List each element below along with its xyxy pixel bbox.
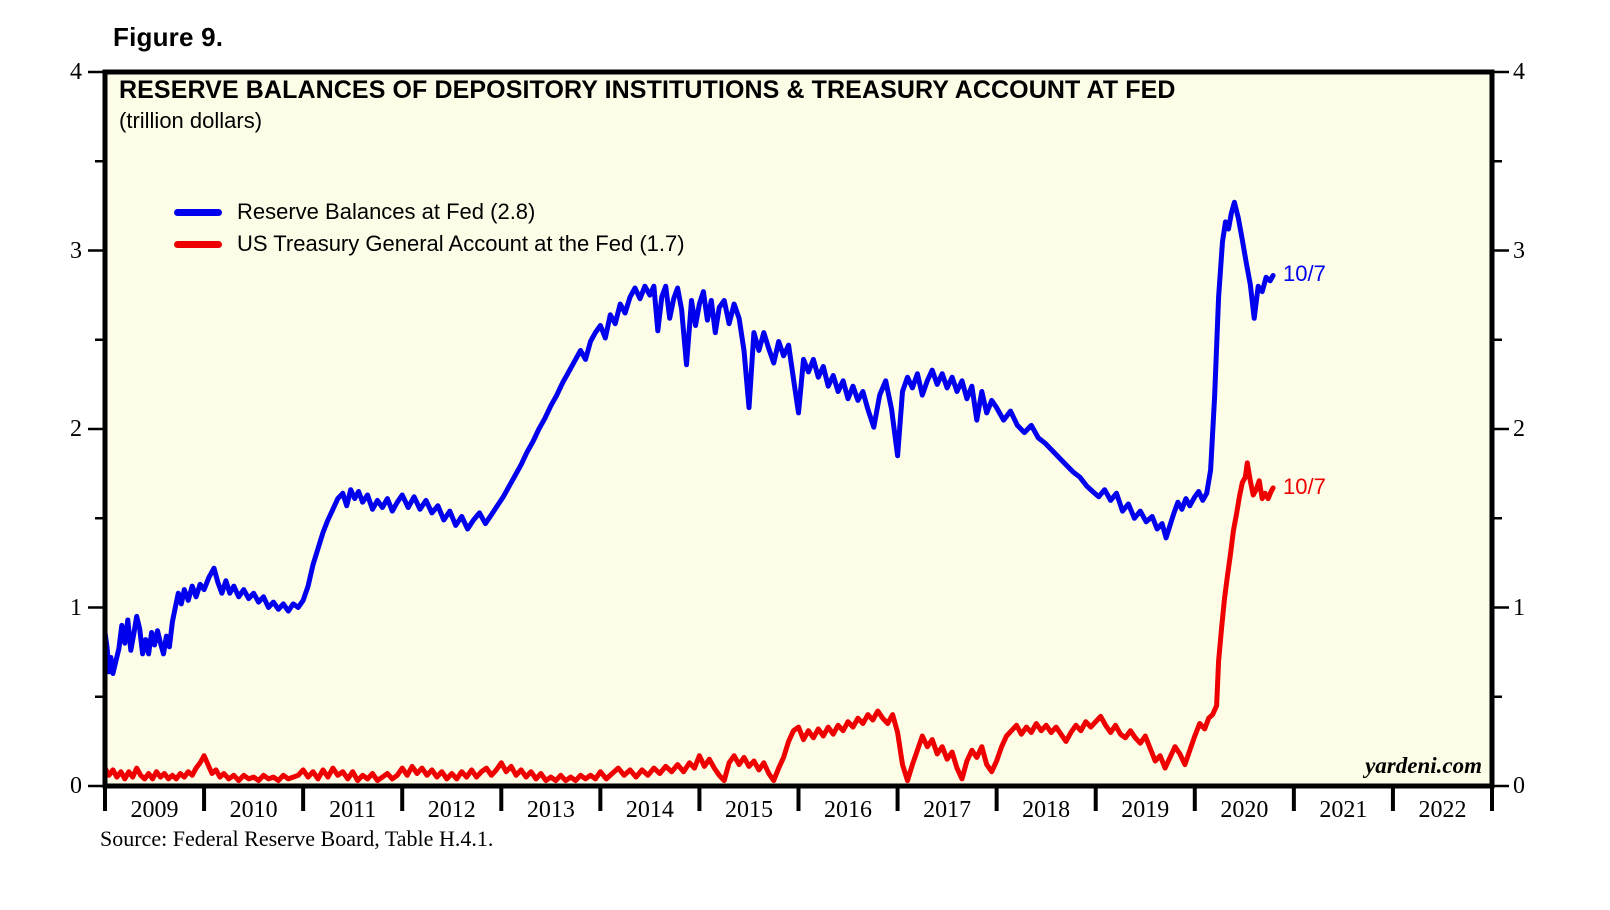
y-tick-label-left: 1 bbox=[70, 594, 82, 621]
chart-title: RESERVE BALANCES OF DEPOSITORY INSTITUTI… bbox=[119, 76, 1176, 104]
legend-label: US Treasury General Account at the Fed (… bbox=[237, 231, 685, 256]
legend-swatch-red-line bbox=[174, 240, 222, 248]
series-line-1 bbox=[102, 460, 1276, 784]
x-tick-label-year: 2014 bbox=[625, 797, 674, 823]
x-tick-label-year: 2016 bbox=[824, 797, 873, 823]
x-tick-label-year: 2013 bbox=[526, 797, 575, 823]
y-tick-label-right: 0 bbox=[1513, 773, 1525, 799]
x-tick-label-year: 2015 bbox=[724, 797, 773, 823]
x-tick-label-year: 2021 bbox=[1319, 797, 1368, 823]
x-tick-label-year: 2012 bbox=[427, 797, 476, 823]
legend-swatch-blue-line bbox=[174, 208, 222, 216]
y-tick-label-right: 2 bbox=[1513, 416, 1525, 442]
series-line-0 bbox=[102, 199, 1276, 676]
x-tick-label-year: 2017 bbox=[923, 797, 972, 823]
chart-title-block: RESERVE BALANCES OF DEPOSITORY INSTITUTI… bbox=[119, 76, 1176, 134]
source-note: Source: Federal Reserve Board, Table H.4… bbox=[100, 826, 494, 851]
watermark: yardeni.com bbox=[1365, 753, 1482, 778]
plot-frame bbox=[102, 69, 1495, 789]
y-tick-label-left: 2 bbox=[70, 416, 82, 442]
figure-label: Figure 9. bbox=[113, 22, 224, 52]
x-tick-label-year: 2018 bbox=[1022, 797, 1071, 823]
legend: Reserve Balances at Fed (2.8) US Treasur… bbox=[174, 196, 685, 260]
y-tick-label-right: 3 bbox=[1513, 237, 1525, 264]
legend-item-treasury-account: US Treasury General Account at the Fed (… bbox=[174, 228, 685, 260]
chart-subtitle: (trillion dollars) bbox=[119, 108, 263, 133]
annotation-last-date-red: 10/7 bbox=[1283, 473, 1326, 499]
y-tick-label-right: 1 bbox=[1513, 594, 1525, 621]
x-tick-label-year: 2009 bbox=[130, 797, 179, 823]
x-tick-label-year: 2010 bbox=[229, 797, 278, 823]
y-tick-label-left: 0 bbox=[70, 773, 82, 799]
plot-background bbox=[105, 72, 1492, 786]
x-tick-label-year: 2022 bbox=[1418, 797, 1467, 823]
legend-label: Reserve Balances at Fed (2.8) bbox=[237, 199, 536, 224]
annotation-last-date-blue: 10/7 bbox=[1283, 261, 1326, 287]
y-tick-label-left: 4 bbox=[70, 59, 82, 85]
x-tick-label-year: 2019 bbox=[1121, 797, 1170, 823]
x-tick-label-year: 2020 bbox=[1220, 797, 1269, 823]
y-tick-label-left: 3 bbox=[70, 237, 82, 264]
legend-item-reserve-balances: Reserve Balances at Fed (2.8) bbox=[174, 196, 685, 228]
x-tick-label-year: 2011 bbox=[329, 797, 377, 823]
y-tick-label-right: 4 bbox=[1513, 59, 1525, 85]
